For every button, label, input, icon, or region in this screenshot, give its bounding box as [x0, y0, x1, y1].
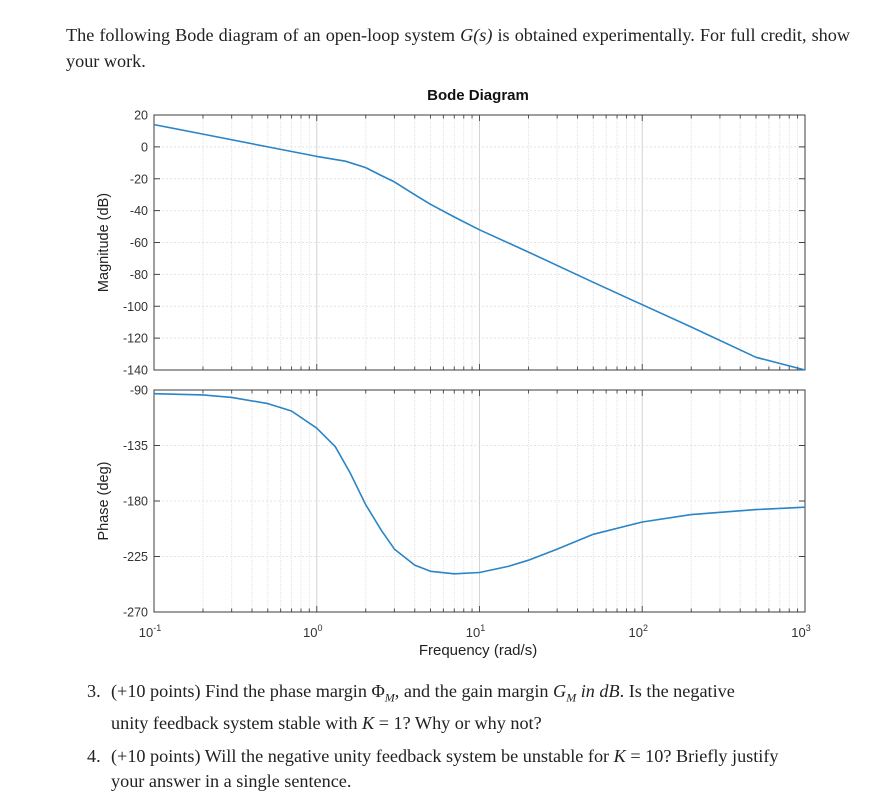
question-4: 4. (+10 points) Will the negative unity … [87, 744, 851, 794]
question-number: 3. [87, 681, 101, 701]
question-line: (+10 points) Find the phase margin ΦM, a… [111, 679, 851, 711]
y-tick-label: -60 [130, 236, 148, 250]
x-axis-label: Frequency (rad/s) [419, 642, 537, 659]
frequency-axis: 10-1 100 101 102 103 [139, 623, 811, 640]
question-line: your answer in a single sentence. [111, 771, 352, 791]
y-tick-label: -20 [130, 172, 148, 186]
y-tick-label: -100 [123, 300, 148, 314]
y-tick-label: -90 [130, 384, 148, 398]
math-symbol: G [553, 681, 567, 701]
x-tick-label: 103 [791, 623, 810, 640]
x-tick-label: 102 [629, 623, 648, 640]
y-tick-label: 0 [141, 140, 148, 154]
y-tick-label: -140 [123, 364, 148, 378]
problem-intro: The following Bode diagram of an open-lo… [66, 22, 850, 74]
question-number: 4. [87, 746, 101, 766]
magnitude-curve [153, 123, 806, 371]
question-text: (+10 points) Find the phase margin [111, 681, 372, 701]
question-text: = 1? Why or why not? [374, 712, 542, 733]
intro-text-start: The following Bode diagram of an open-lo… [66, 25, 461, 45]
intro-transfer-function: G(s) [460, 25, 493, 45]
magnitude-panel: 20 0 -20 -40 -60 -80 -100 -120 -140 Magnitude (dB… [96, 109, 806, 378]
question-text: = 10? Briefly justify [625, 746, 779, 766]
math-subscript: M [566, 690, 577, 705]
y-tick-label: -40 [130, 204, 148, 218]
x-tick-label: 100 [303, 623, 322, 640]
y-tick-label: -180 [123, 495, 148, 509]
magnitude-axis-label: Magnitude (dB) [96, 193, 112, 292]
question-text: . Is the negative [619, 681, 735, 701]
plot-frame [153, 389, 806, 613]
math-symbol: K [613, 746, 626, 766]
phase-curve [153, 392, 806, 575]
question-text: unity feedback system stable with [111, 712, 363, 733]
question-text: (+10 points) Will the negative unity fee… [111, 746, 614, 766]
question-3: 3. (+10 points) Find the phase margin ΦM… [87, 679, 851, 736]
math-symbol: Φ [371, 681, 385, 701]
chart-title: Bode Diagram [427, 87, 529, 104]
y-tick-label: -270 [123, 606, 148, 620]
y-tick-label: -135 [123, 439, 148, 453]
intro-text-end: is obtained experimentally. For full cre… [66, 25, 850, 71]
x-tick-label: 101 [466, 623, 485, 640]
phase-panel: -90 -135 -180 -225 -270 Phase (deg) [96, 384, 806, 620]
y-tick-label: -80 [130, 268, 148, 282]
y-tick-label: -120 [123, 332, 148, 346]
x-tick-label: 10-1 [139, 623, 161, 640]
question-text: , and the gain margin [394, 681, 554, 701]
plot-frame [153, 114, 806, 371]
math-symbol: K [362, 712, 375, 733]
phase-axis-label: Phase (deg) [96, 462, 112, 541]
question-line: unity feedback system stable with K = 1?… [111, 711, 851, 736]
y-tick-label: 20 [134, 109, 148, 123]
math-subscript: M [384, 690, 395, 705]
question-line: (+10 points) Will the negative unity fee… [111, 744, 851, 769]
question-text: in dB [576, 681, 620, 701]
y-tick-label: -225 [123, 550, 148, 564]
